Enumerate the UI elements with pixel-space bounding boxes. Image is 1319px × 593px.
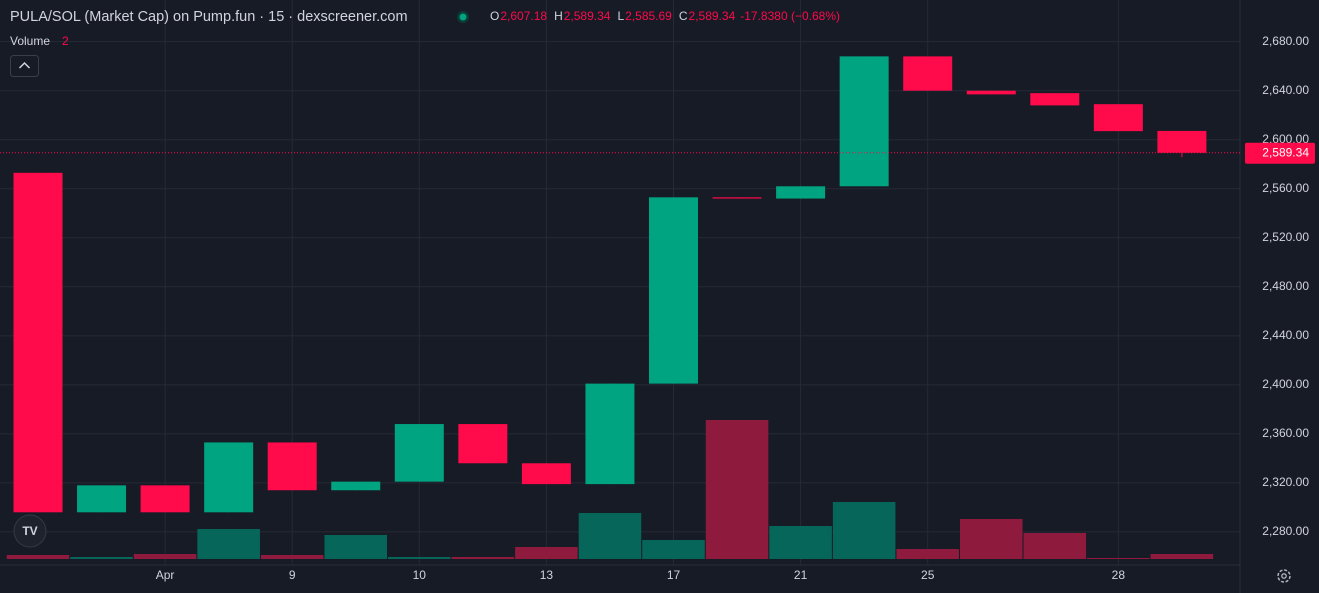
y-tick-label: 2,400.00 <box>1262 377 1309 391</box>
candle-body <box>839 56 889 187</box>
legend-value: 2,589.34 <box>689 9 736 23</box>
candle-body <box>204 442 254 513</box>
header: PULA/SOL (Market Cap) on Pump.fun · 15 ·… <box>10 9 840 25</box>
volume-bar <box>6 555 70 559</box>
candle-body <box>77 485 127 513</box>
y-tick-label: 2,640.00 <box>1262 83 1309 97</box>
candle-body <box>13 172 63 513</box>
volume-value: 2 <box>62 34 69 48</box>
x-tick-label: 21 <box>794 568 808 582</box>
volume-bar <box>705 420 769 559</box>
y-tick-label: 2,440.00 <box>1262 328 1309 342</box>
y-tick-label: 2,680.00 <box>1262 34 1309 48</box>
legend-key: H <box>554 9 563 23</box>
x-tick-label: 17 <box>667 568 681 582</box>
x-tick-label: 28 <box>1112 568 1126 582</box>
candle-body <box>458 424 508 464</box>
legend-value: 2,585.69 <box>625 9 672 23</box>
candle-body <box>966 90 1016 95</box>
x-tick-label: Apr <box>156 568 175 582</box>
volume-bar <box>959 519 1023 559</box>
y-tick-label: 2,360.00 <box>1262 426 1309 440</box>
x-tick-label: 13 <box>540 568 554 582</box>
legend-value: 2,589.34 <box>564 9 611 23</box>
volume-pane <box>6 420 1214 559</box>
candles <box>13 56 1207 513</box>
collapse-caret <box>18 61 31 69</box>
candle-body <box>267 442 317 491</box>
candle-body <box>331 481 381 491</box>
candle-body <box>903 56 953 91</box>
y-tick-label: 2,560.00 <box>1262 181 1309 195</box>
volume-bar <box>515 547 578 559</box>
gear-outer <box>1277 569 1291 583</box>
volume-bar <box>324 535 388 559</box>
x-tick-label: 10 <box>413 568 427 582</box>
candle-body <box>712 197 762 199</box>
volume-bar <box>197 529 260 559</box>
last-price-label: 2,589.34 <box>1262 145 1309 159</box>
legend-key: L <box>617 9 624 23</box>
candle-body <box>1030 93 1080 106</box>
volume-bar <box>896 549 959 559</box>
volume-bar <box>1023 533 1087 559</box>
tv-logo[interactable] <box>13 514 47 548</box>
volume-bar <box>578 513 642 559</box>
chart-title: PULA/SOL (Market Cap) on Pump.fun · 15 ·… <box>10 9 408 25</box>
volume-bar <box>70 557 133 559</box>
gear-inner <box>1281 573 1287 579</box>
volume-bar <box>642 540 705 559</box>
volume-bar <box>1087 558 1150 559</box>
candle-body <box>521 463 571 485</box>
candle-body <box>649 197 698 384</box>
volume-bar <box>260 555 324 559</box>
candle-body <box>140 485 190 513</box>
y-tick-label: 2,600.00 <box>1262 132 1309 146</box>
y-tick-label: 2,320.00 <box>1262 475 1309 489</box>
legend-key: O <box>490 9 499 23</box>
candle-body <box>1157 130 1207 153</box>
y-tick-label: 2,280.00 <box>1262 524 1309 538</box>
candle-body <box>776 186 826 199</box>
legend-change: -17.8380 (−0.68%) <box>740 9 840 23</box>
x-tick-label: 9 <box>289 568 296 582</box>
volume-bar <box>832 502 896 559</box>
volume-bar <box>1150 554 1214 559</box>
last-price-box <box>1245 142 1315 164</box>
volume-bar <box>451 557 515 559</box>
candle-body <box>585 383 635 485</box>
status-dot <box>459 13 467 21</box>
volume-bar <box>133 554 197 559</box>
x-tick-label: 25 <box>921 568 935 582</box>
volume-bar <box>769 526 832 559</box>
y-tick-label: 2,520.00 <box>1262 230 1309 244</box>
volume-label: Volume <box>10 34 50 48</box>
settings-icon[interactable] <box>1277 569 1291 583</box>
collapse-button[interactable] <box>10 55 39 77</box>
legend-value: 2,607.18 <box>500 9 547 23</box>
y-tick-label: 2,480.00 <box>1262 279 1309 293</box>
volume-bar <box>388 557 451 559</box>
candle-body <box>1093 104 1143 132</box>
tv-logo-mark: TV <box>22 524 37 538</box>
legend-key: C <box>679 9 688 23</box>
candle-body <box>394 424 444 482</box>
